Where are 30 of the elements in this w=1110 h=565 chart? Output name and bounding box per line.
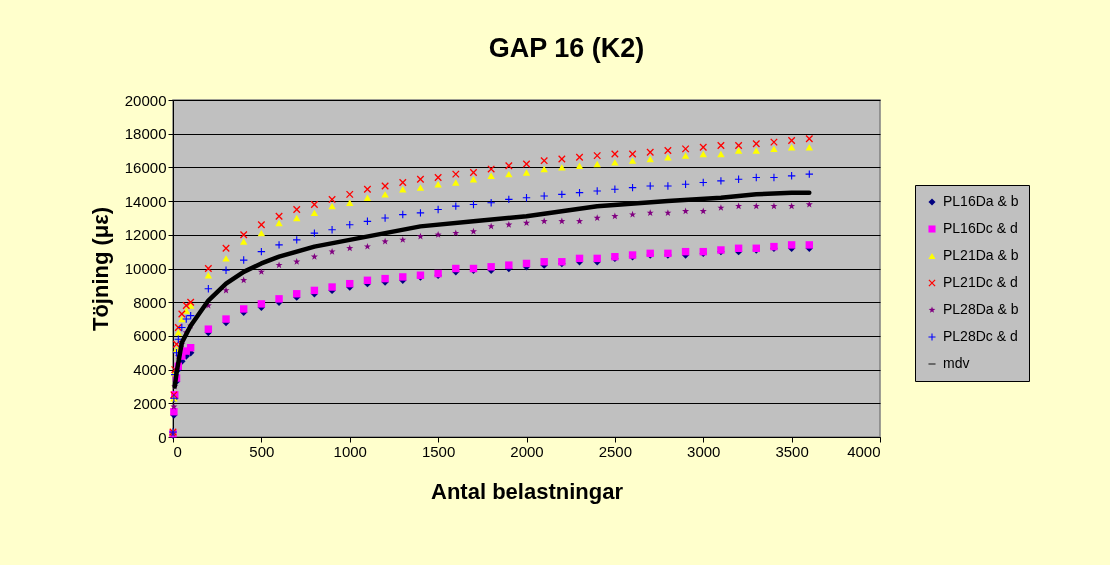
x-tick-label: 500 (249, 442, 275, 460)
legend-label: PL28Da & b (943, 301, 1019, 317)
y-tick-label: 18000 (124, 125, 167, 143)
x-tick-label: 3000 (687, 442, 721, 460)
chart-title: GAP 16 (K2) (488, 33, 645, 63)
y-tick-label: 6000 (133, 327, 167, 345)
y-tick-label: 4000 (133, 361, 167, 379)
y-tick-label: 12000 (124, 226, 167, 244)
x-tick-label: 2500 (598, 442, 633, 460)
legend-label: PL28Dc & d (943, 328, 1018, 344)
x-tick-label: 2000 (510, 442, 544, 460)
legend-label: PL21Dc & d (943, 274, 1018, 290)
x-tick-label: 3500 (775, 442, 809, 460)
x-tick-label: 4000 (847, 442, 881, 460)
y-tick-label: 14000 (124, 192, 167, 210)
x-axis-title: Antal belastningar (431, 478, 624, 504)
y-tick-label: 2000 (133, 394, 167, 412)
legend-label: PL21Da & b (943, 247, 1019, 263)
legend-label: PL16Da & b (943, 193, 1019, 209)
y-tick-label: 16000 (124, 158, 167, 176)
y-tick-label: 20000 (124, 91, 167, 109)
y-tick-label: 0 (158, 428, 167, 446)
y-tick-label: 10000 (124, 260, 167, 277)
legend-label: mdv (943, 355, 970, 371)
x-tick-label: 1000 (333, 442, 367, 460)
legend-label: PL16Dc & d (943, 220, 1018, 236)
x-tick-label: 1500 (421, 442, 456, 460)
y-axis-title: Töjning (με) (87, 206, 113, 332)
x-tick-label: 0 (173, 442, 182, 460)
y-tick-label: 8000 (133, 293, 167, 311)
